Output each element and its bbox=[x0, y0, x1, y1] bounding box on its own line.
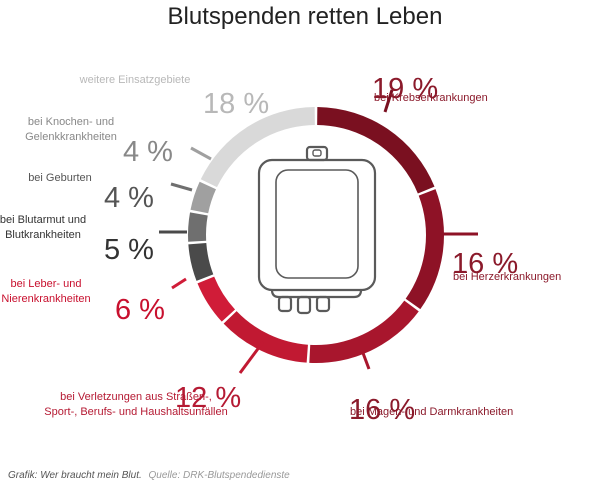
leader-lines bbox=[159, 89, 478, 374]
slice-label-5: bei Blutarmut und Blutkrankheiten bbox=[0, 214, 86, 241]
slice-4 bbox=[197, 276, 236, 322]
slice-value-5: 5 % bbox=[104, 234, 154, 266]
slice-label-8: weitere Einsatzgebiete bbox=[79, 74, 191, 86]
footer-source: Quelle: DRK-Blutspendedienste bbox=[149, 470, 291, 481]
slice-7 bbox=[190, 181, 216, 214]
slice-label-4: bei Leber- und Nierenkrankheiten bbox=[1, 278, 90, 305]
slice-2 bbox=[309, 300, 419, 363]
slice-label-6: bei Geburten bbox=[28, 172, 92, 184]
slice-value-3: 12 % bbox=[175, 382, 241, 414]
svg-text:Grafik: Wer braucht mein Blut.: Grafik: Wer braucht mein Blut. Quelle: D… bbox=[8, 470, 290, 481]
slice-8 bbox=[200, 107, 315, 188]
slice-value-2: 16 % bbox=[349, 394, 415, 426]
blood-bag-icon bbox=[257, 145, 377, 315]
leader-line-4 bbox=[171, 277, 187, 290]
leader-line-6 bbox=[170, 182, 193, 192]
footer: Grafik: Wer braucht mein Blut. Quelle: D… bbox=[8, 470, 290, 481]
donut-ring bbox=[188, 107, 444, 363]
slice-5 bbox=[188, 243, 214, 281]
slice-label-3: bei Verletzungen aus Straßen-, Sport-, Be… bbox=[44, 391, 227, 418]
slice-3 bbox=[223, 311, 308, 363]
slice-value-7: 4 % bbox=[123, 136, 173, 168]
slice-label-2: bei Magen- und Darmkrankheiten bbox=[350, 406, 513, 418]
slice-label-7: bei Knochen- und Gelenkkrankheiten bbox=[25, 116, 117, 143]
slice-6 bbox=[188, 212, 208, 242]
slice-0 bbox=[317, 107, 435, 194]
slice-value-8: 18 % bbox=[203, 88, 269, 120]
slice-label-1: bei Herzerkrankungen bbox=[453, 271, 561, 283]
slice-label-0: bei Krebserkrankungen bbox=[374, 92, 488, 104]
slice-1 bbox=[405, 189, 444, 310]
leader-line-7 bbox=[190, 146, 212, 161]
slice-value-0: 19 % bbox=[372, 73, 438, 105]
leader-line-2 bbox=[358, 344, 371, 370]
slice-value-6: 4 % bbox=[104, 182, 154, 214]
chart-title: Blutspenden retten Leben bbox=[168, 3, 443, 30]
slice-value-1: 16 % bbox=[452, 248, 518, 280]
leader-line-0 bbox=[383, 89, 394, 113]
slice-value-4: 6 % bbox=[115, 294, 165, 326]
footer-grafik: Grafik: Wer braucht mein Blut. bbox=[8, 470, 142, 481]
leader-line-3 bbox=[238, 341, 265, 374]
